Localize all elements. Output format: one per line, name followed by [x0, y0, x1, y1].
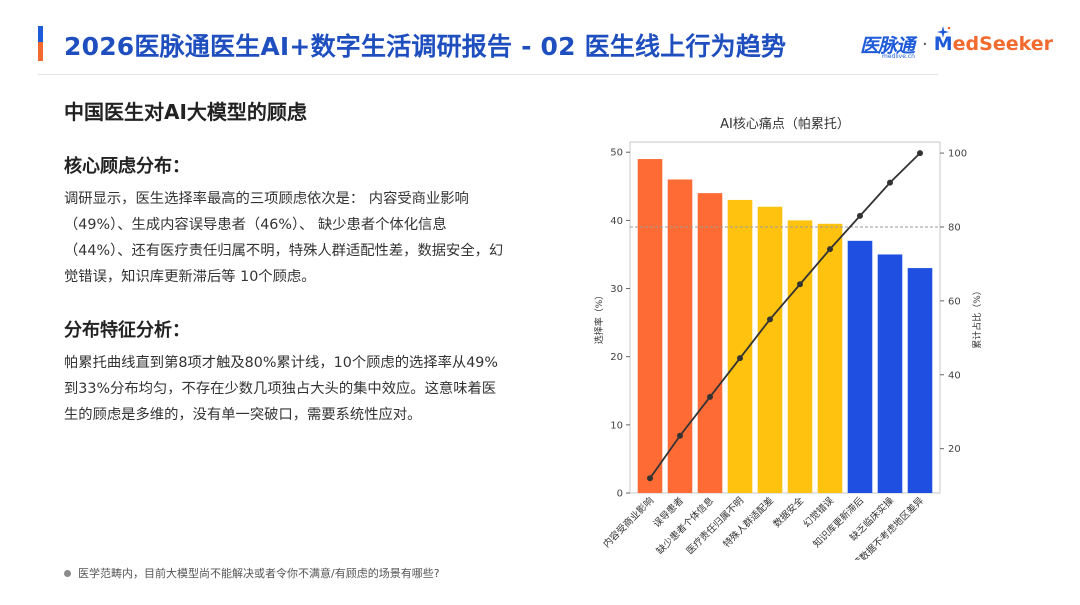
footnote-bullet-icon: [64, 569, 71, 577]
medlive-logo-subtext: medlive.cn: [882, 52, 915, 60]
cumulative-point: [737, 355, 743, 362]
cumulative-point: [767, 316, 773, 323]
medlive-logo-text: 医脉通: [860, 34, 915, 57]
core-concerns-paragraph: 调研显示，医生选择率最高的三项顾虑依次是： 内容受商业影响（49%）、生成内容误…: [64, 191, 504, 285]
pareto-chart: AI核心痛点（帕累托） 0 10 20 30 40 50 20 40 60 80 100 选择率（%） 累…: [593, 116, 983, 560]
bar: [757, 206, 783, 494]
cumulative-point: [677, 432, 683, 439]
x-tick-label: 内容受商业影响: [601, 495, 657, 551]
cumulative-point: [857, 212, 863, 219]
bar: [907, 268, 933, 493]
bar: [817, 223, 843, 493]
y-tick-label: 50: [610, 148, 623, 159]
bar: [787, 220, 813, 493]
y-tick-label: 30: [610, 284, 623, 295]
y2-tick-label: 100: [948, 149, 967, 160]
medlive-logo: 医脉通 medlive.cn: [860, 31, 915, 60]
cumulative-point: [887, 179, 893, 186]
y2-axis-label: 累计占比（%）: [971, 286, 983, 349]
bar: [637, 159, 663, 494]
x-tick-label: 特殊人群适配差: [721, 495, 777, 551]
plot-frame: [629, 141, 941, 494]
bar: [667, 179, 693, 493]
y2-tick-label: 40: [948, 370, 961, 381]
y2-tick-label: 60: [948, 296, 961, 307]
distribution-analysis-paragraph: 帕累托曲线直到第8项才触及80%累计线，10个顾虑的选择率从49%到33%分布均…: [64, 355, 498, 423]
medseeker-logo-rest: edSeeker: [952, 33, 1053, 55]
cumulative-line: [649, 152, 921, 479]
logo-separator: ·: [922, 33, 928, 55]
y-axis-label: 选择率（%）: [593, 291, 605, 345]
y-tick-label: 0: [617, 489, 623, 500]
header-divider: [38, 74, 938, 75]
accent-bar: [38, 26, 43, 61]
bar: [697, 193, 723, 493]
x-tick-label: 知识库更新滞后: [811, 494, 867, 550]
cumulative-point: [917, 150, 923, 157]
page-title: 2026医脉通医生AI+数字生活调研报告 - 02 医生线上行为趋势: [64, 32, 787, 61]
section-title: 中国医生对AI大模型的顾虑: [64, 100, 307, 124]
sparkle-icon: [937, 26, 951, 38]
distribution-analysis-heading: 分布特征分析：: [64, 320, 190, 341]
cumulative-point: [647, 475, 653, 482]
core-concerns-heading: 核心顾虑分布：: [64, 156, 190, 177]
y2-tick-label: 80: [948, 222, 961, 233]
medseeker-logo: MedSeeker: [934, 33, 1053, 55]
cumulative-point: [827, 246, 833, 253]
cumulative-point: [797, 281, 803, 288]
chart-title: AI核心痛点（帕累托）: [720, 116, 850, 132]
y-tick-label: 10: [610, 420, 623, 431]
brand-logos: 医脉通 medlive.cn · MedSeeker: [860, 30, 1053, 60]
cumulative-point: [707, 393, 713, 400]
bar: [877, 254, 903, 493]
footnote: 医学范畴内，目前大模型尚不能解决或者令你不满意/有顾虑的场景有哪些?: [64, 565, 440, 581]
y-tick-label: 40: [610, 216, 623, 227]
bar: [847, 240, 873, 493]
y2-tick-label: 20: [948, 444, 961, 455]
x-tick-label: 数据安全: [771, 494, 807, 530]
medseeker-logo-m: M: [933, 33, 953, 55]
y-tick-label: 20: [610, 352, 623, 363]
footnote-text: 医学范畴内，目前大模型尚不能解决或者令你不满意/有顾虑的场景有哪些?: [78, 567, 440, 580]
